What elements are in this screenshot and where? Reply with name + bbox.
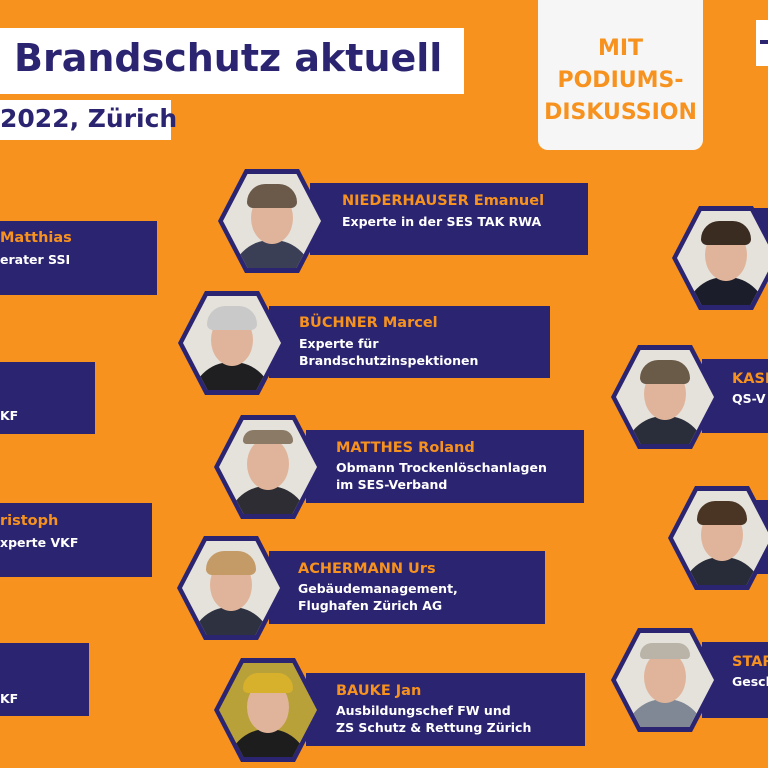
speaker-card: ristoph xperte VKF [0, 503, 152, 577]
speaker-role: erater SSI [0, 252, 71, 267]
speaker-card: NIEDERHAUSER Emanuel Experte in der SES … [310, 183, 588, 255]
speaker-role: KF [0, 408, 19, 423]
speaker-photo-frame [178, 291, 286, 395]
logo-mark-icon [760, 40, 768, 44]
speaker-role: Flughafen Zürich AG [298, 598, 443, 613]
portrait-photo [616, 350, 714, 444]
speaker-photo-frame [668, 486, 768, 590]
speaker-card: BÜCHNER Marcel Experte für Brandschutzin… [269, 306, 550, 378]
speaker-card: Matthias erater SSI [0, 221, 157, 295]
speaker-role: KF [0, 691, 19, 706]
portrait-photo [219, 663, 317, 757]
portrait-photo [616, 633, 714, 727]
speaker-role: Gebäudemanagement, [298, 581, 458, 596]
speaker-photo-frame [214, 415, 322, 519]
speaker-role: QS-V [732, 391, 766, 406]
speaker-role: Experte in der SES TAK RWA [342, 214, 542, 229]
speaker-name: Matthias [0, 230, 72, 246]
podium-discussion-badge: MIT PODIUMS- DISKUSSION [538, 0, 703, 150]
speaker-photo-frame [611, 345, 719, 449]
portrait-photo [219, 420, 317, 514]
portrait-photo [183, 296, 281, 390]
portrait-photo [677, 211, 768, 305]
speaker-name: ristoph [0, 513, 59, 529]
portrait-photo [182, 541, 280, 635]
speaker-photo-frame [672, 206, 768, 310]
speaker-role: im SES-Verband [336, 477, 448, 492]
portrait-photo [673, 491, 768, 585]
speaker-card: KF [0, 362, 95, 434]
speaker-role: ZS Schutz & Rettung Zürich [336, 720, 532, 735]
speaker-card: ACHERMANN Urs Gebäudemanagement, Flughaf… [269, 551, 545, 624]
speaker-card: STAR Gesch [702, 642, 768, 718]
speaker-name: KASE [732, 371, 768, 387]
speaker-card: MATTHES Roland Obmann Trockenlöschanlage… [306, 430, 584, 503]
badge-line: MIT [597, 36, 644, 61]
speaker-name: STAR [732, 654, 768, 670]
speaker-name: BÜCHNER Marcel [299, 315, 438, 331]
title-banner [0, 28, 464, 94]
event-date-location: 2022, Zürich [0, 104, 178, 133]
speaker-name: ACHERMANN Urs [298, 561, 436, 577]
subtitle-banner [0, 100, 171, 140]
portrait-photo [223, 174, 321, 268]
badge-line: PODIUMS- [557, 68, 684, 93]
speaker-card: KF [0, 643, 89, 716]
speaker-name: MATTHES Roland [336, 440, 475, 456]
speaker-role: Experte für [299, 336, 379, 351]
speaker-role: xperte VKF [0, 535, 79, 550]
speaker-role: Brandschutzinspektionen [299, 353, 479, 368]
speaker-role: Obmann Trockenlöschanlagen [336, 460, 547, 475]
page-title: Brandschutz aktuell [14, 36, 443, 80]
speaker-name: BAUKE Jan [336, 683, 422, 699]
speaker-card: BAUKE Jan Ausbildungschef FW und ZS Schu… [306, 673, 585, 746]
badge-line: DISKUSSION [544, 100, 697, 125]
speaker-role: Ausbildungschef FW und [336, 703, 511, 718]
speaker-name: NIEDERHAUSER Emanuel [342, 193, 545, 209]
speaker-role: Gesch [732, 674, 768, 689]
